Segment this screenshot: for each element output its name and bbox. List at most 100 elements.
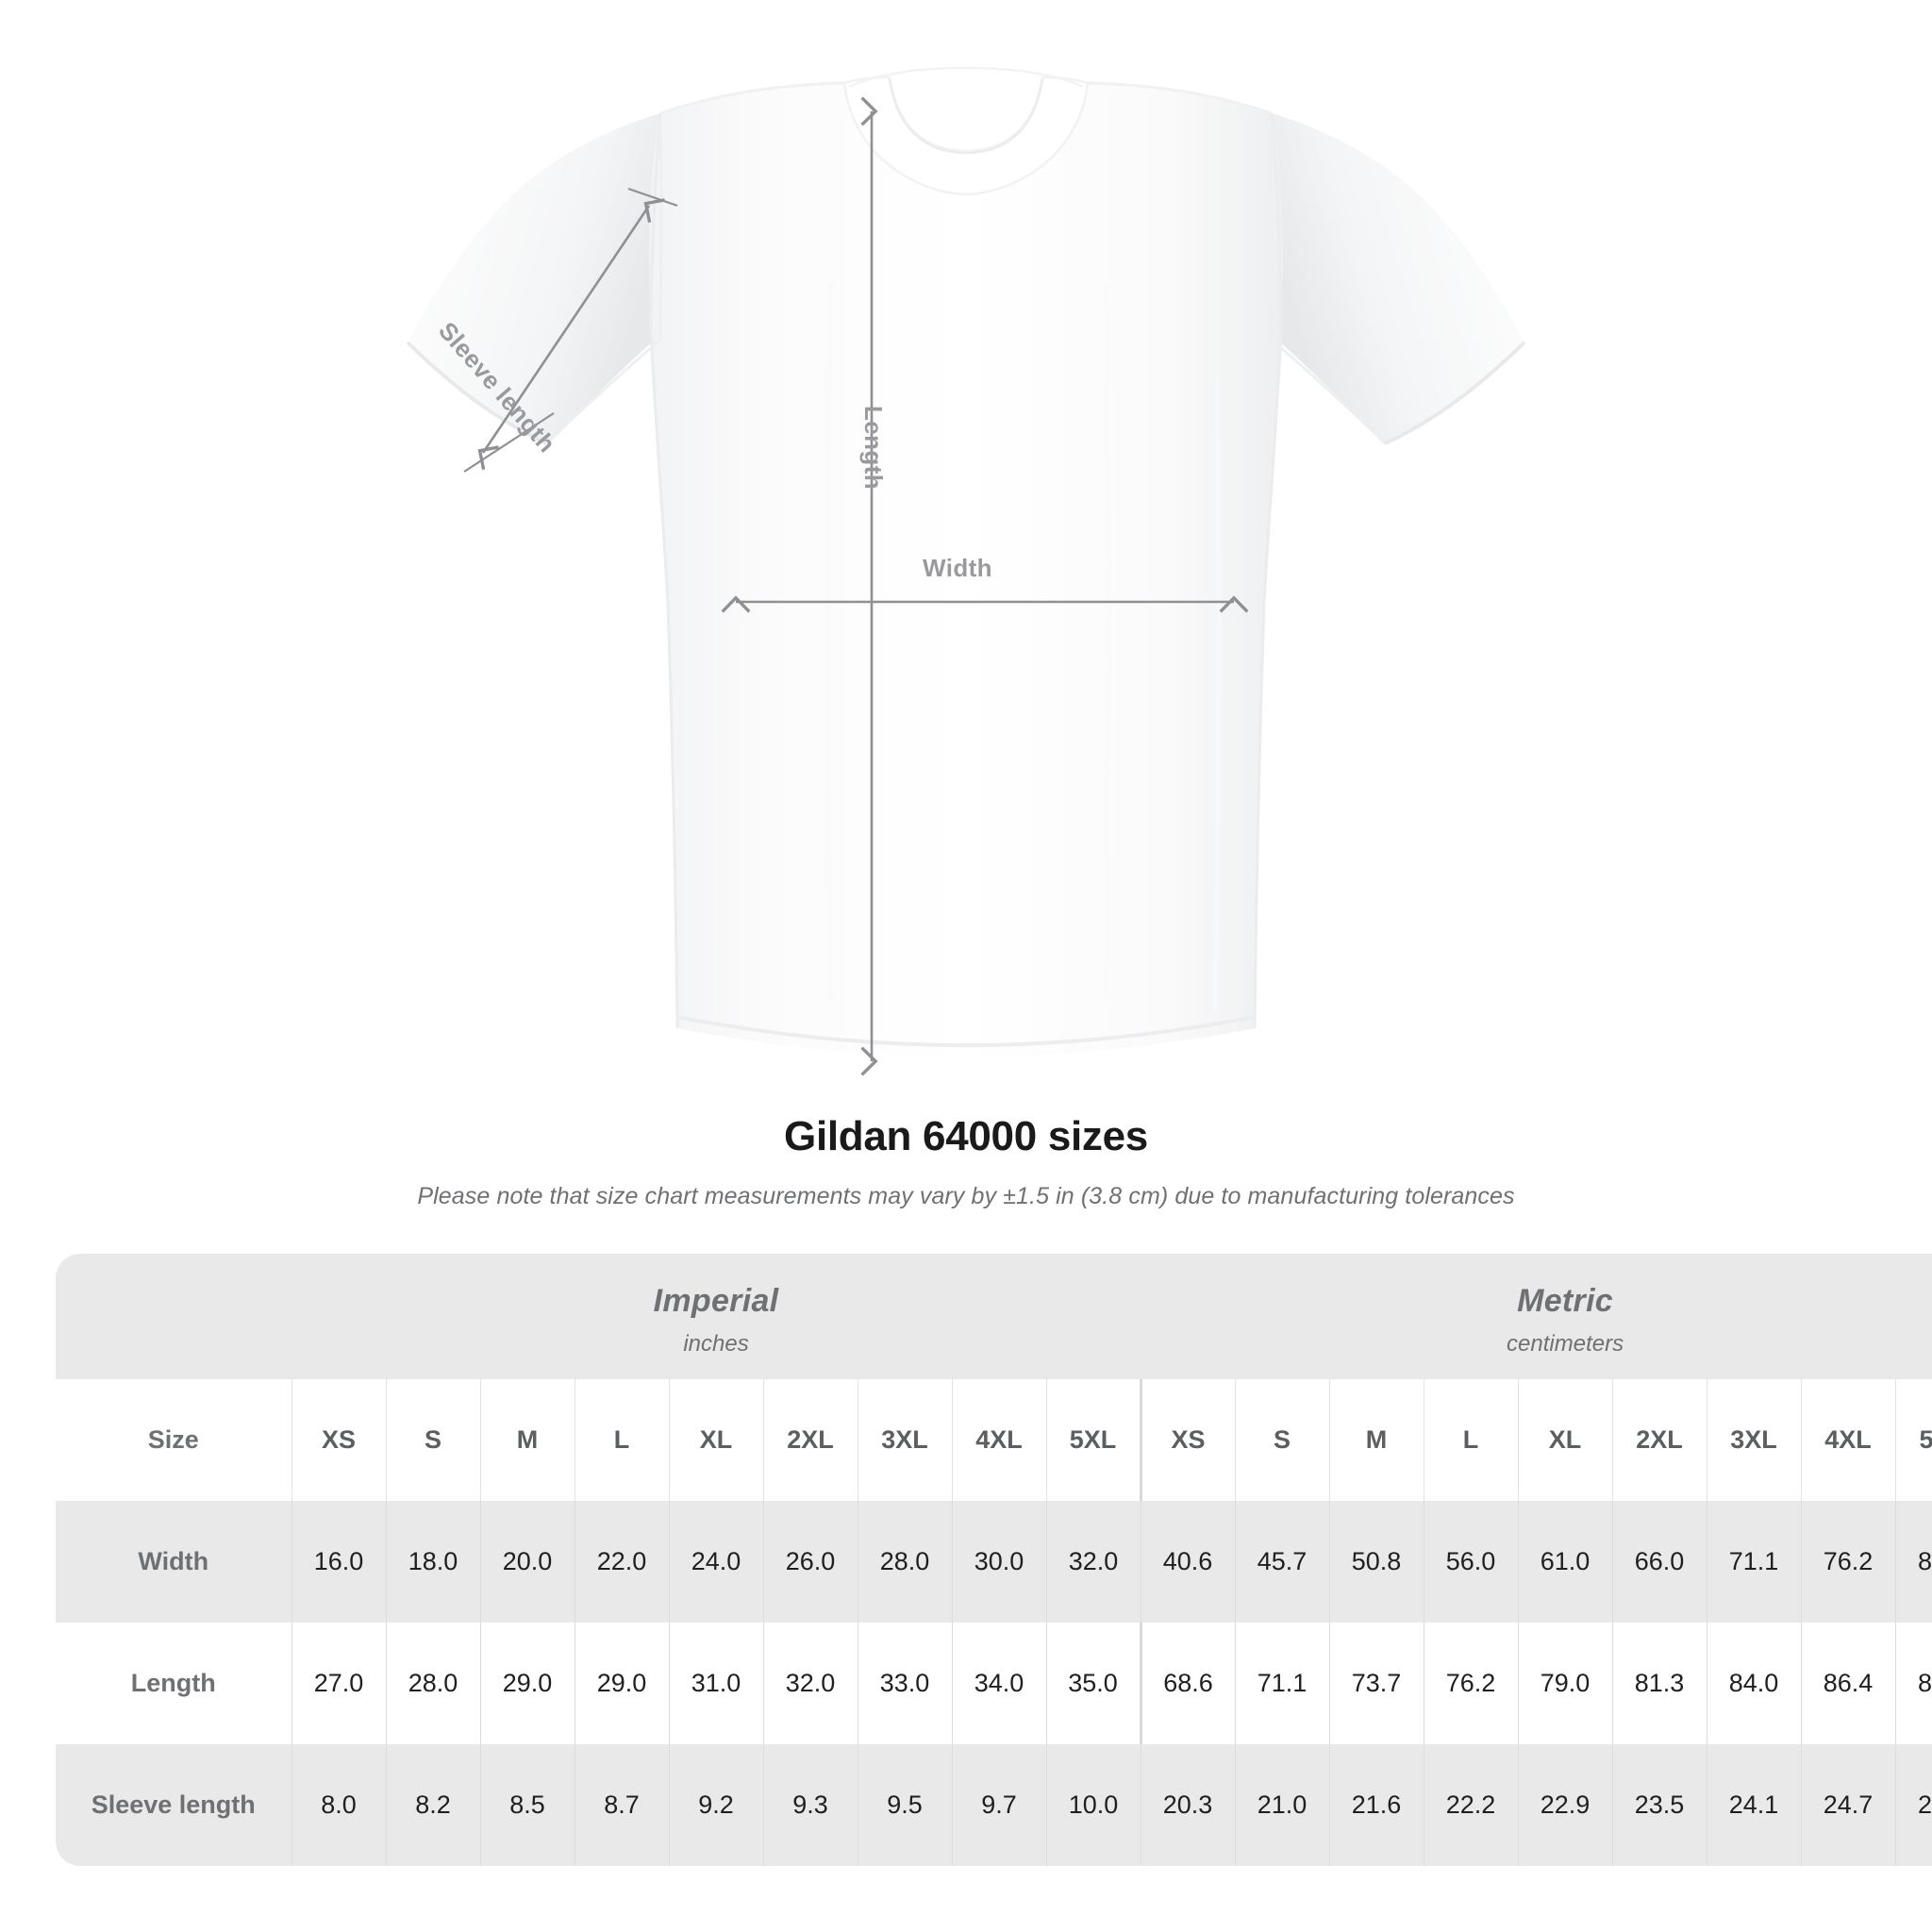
table-cell: 61.0 (1517, 1501, 1613, 1623)
table-cell: 21.0 (1234, 1744, 1330, 1866)
table-cell: 86.4 (1800, 1623, 1896, 1744)
unit-subtitle: inches (683, 1331, 749, 1357)
table-cell: 9.7 (951, 1744, 1046, 1866)
size-header-cell: XL (668, 1379, 763, 1501)
table-cell: 8.2 (385, 1744, 480, 1866)
table-cell: 35.0 (1045, 1623, 1141, 1744)
size-header-cell: M (479, 1379, 575, 1501)
table-cell: 21.6 (1328, 1744, 1424, 1866)
table-row: Length 27.0 28.0 29.0 29.0 31.0 32.0 33.0 34.0 35… (56, 1623, 1932, 1744)
table-cell: 8.5 (479, 1744, 575, 1866)
tolerance-note: Please note that size chart measurements… (417, 1183, 1515, 1209)
table-cell: 33.0 (857, 1623, 952, 1744)
table-cell: 28.0 (857, 1501, 952, 1623)
size-header-cell: M (1328, 1379, 1424, 1501)
unit-header-imperial: Imperial inches (291, 1254, 1141, 1379)
table-cell: 9.5 (857, 1744, 952, 1866)
table-cell: 26.0 (762, 1501, 858, 1623)
sleeve-length-arrow (477, 198, 665, 471)
table-cell: 76.2 (1423, 1623, 1519, 1744)
table-cell: 32.0 (1045, 1501, 1141, 1623)
row-header-length: Length (56, 1623, 291, 1744)
size-header-cell: XL (1517, 1379, 1613, 1501)
table-cell: 8.0 (291, 1744, 386, 1866)
table-cell: 45.7 (1234, 1501, 1330, 1623)
table-cell: 22.9 (1517, 1744, 1613, 1866)
size-chart-heading: Gildan 64000 sizes Please note that size… (0, 1113, 1932, 1210)
page-title: Gildan 64000 sizes (784, 1113, 1148, 1159)
tshirt-illustration (406, 66, 1526, 1076)
table-cell: 34.0 (951, 1623, 1046, 1744)
row-header-size: Size (56, 1379, 291, 1501)
table-cell: 10.0 (1045, 1744, 1141, 1866)
table-cell: 25.3 (1894, 1744, 1932, 1866)
table-row: Sleeve length 8.0 8.2 8.5 8.7 9.2 9.3 9.5 9.7 10.… (56, 1744, 1932, 1866)
unit-header-row: Imperial inches Metric centimeters (56, 1254, 1932, 1379)
table-cell: 73.7 (1328, 1623, 1424, 1744)
sleeve-tick-top (627, 187, 678, 208)
table-cell: 84.0 (1706, 1623, 1802, 1744)
size-table: Imperial inches Metric centimeters Size XS S M L… (56, 1254, 1932, 1866)
table-cell: 29.0 (574, 1623, 669, 1744)
table-cell: 27.0 (291, 1623, 386, 1744)
table-cell: 22.0 (574, 1501, 669, 1623)
unit-subtitle: centimeters (1507, 1331, 1624, 1357)
size-header-cell: 2XL (1611, 1379, 1707, 1501)
table-cell: 8.7 (574, 1744, 669, 1866)
size-header-cell: S (385, 1379, 480, 1501)
unit-name: Metric (1517, 1283, 1614, 1319)
size-header-cell: L (1423, 1379, 1519, 1501)
unit-header-metric: Metric centimeters (1141, 1254, 1932, 1379)
table-cell: 29.0 (479, 1623, 575, 1744)
table-cell: 22.2 (1423, 1744, 1519, 1866)
table-cell: 68.6 (1139, 1623, 1236, 1744)
size-header-cell: 2XL (762, 1379, 858, 1501)
size-header-row: Size XS S M L XL 2XL 3XL 4XL 5XL XS S M L XL 2XL 3XL 4XL 5… (56, 1379, 1932, 1501)
unit-row-spacer (56, 1254, 291, 1379)
size-header-cell: 4XL (1800, 1379, 1896, 1501)
table-cell: 56.0 (1423, 1501, 1519, 1623)
length-label: Length (859, 406, 888, 491)
table-cell: 66.0 (1611, 1501, 1707, 1623)
table-cell: 20.3 (1140, 1744, 1236, 1866)
table-cell: 81.3 (1894, 1501, 1932, 1623)
table-cell: 50.8 (1328, 1501, 1424, 1623)
row-header-sleeve-length: Sleeve length (56, 1744, 291, 1866)
table-cell: 9.2 (668, 1744, 763, 1866)
table-cell: 9.3 (762, 1744, 858, 1866)
sleeve-tick-bottom (463, 412, 555, 473)
table-cell: 81.3 (1611, 1623, 1707, 1744)
table-cell: 24.0 (668, 1501, 763, 1623)
table-cell: 89.0 (1894, 1623, 1932, 1744)
table-cell: 23.5 (1611, 1744, 1707, 1866)
table-cell: 24.1 (1706, 1744, 1802, 1866)
unit-name: Imperial (653, 1283, 779, 1319)
table-row: Width 16.0 18.0 20.0 22.0 24.0 26.0 28.0 30.0 32.… (56, 1501, 1932, 1623)
table-cell: 18.0 (385, 1501, 480, 1623)
table-cell: 79.0 (1517, 1623, 1613, 1744)
size-table-container: Imperial inches Metric centimeters Size XS S M L… (56, 1254, 1932, 1866)
table-cell: 16.0 (291, 1501, 386, 1623)
table-cell: 40.6 (1140, 1501, 1236, 1623)
table-cell: 71.1 (1234, 1623, 1330, 1744)
size-header-cell: L (574, 1379, 669, 1501)
size-header-cell: 5XL (1045, 1379, 1141, 1501)
width-label: Width (923, 554, 992, 582)
table-cell: 24.7 (1800, 1744, 1896, 1866)
table-cell: 20.0 (479, 1501, 575, 1623)
table-cell: 28.0 (385, 1623, 480, 1744)
size-header-cell: 3XL (857, 1379, 952, 1501)
tshirt-measurement-diagram: Sleeve length Length Width (406, 66, 1526, 1076)
table-cell: 30.0 (951, 1501, 1046, 1623)
table-cell: 76.2 (1800, 1501, 1896, 1623)
size-header-cell: 3XL (1706, 1379, 1802, 1501)
table-cell: 31.0 (668, 1623, 763, 1744)
size-header-cell: S (1234, 1379, 1330, 1501)
size-header-cell: XS (1139, 1379, 1236, 1501)
size-header-cell: 4XL (951, 1379, 1046, 1501)
row-header-width: Width (56, 1501, 291, 1623)
size-header-cell: XS (291, 1379, 386, 1501)
table-cell: 32.0 (762, 1623, 858, 1744)
measurement-lines (463, 96, 1249, 1076)
size-header-cell: 5XL (1894, 1379, 1932, 1501)
